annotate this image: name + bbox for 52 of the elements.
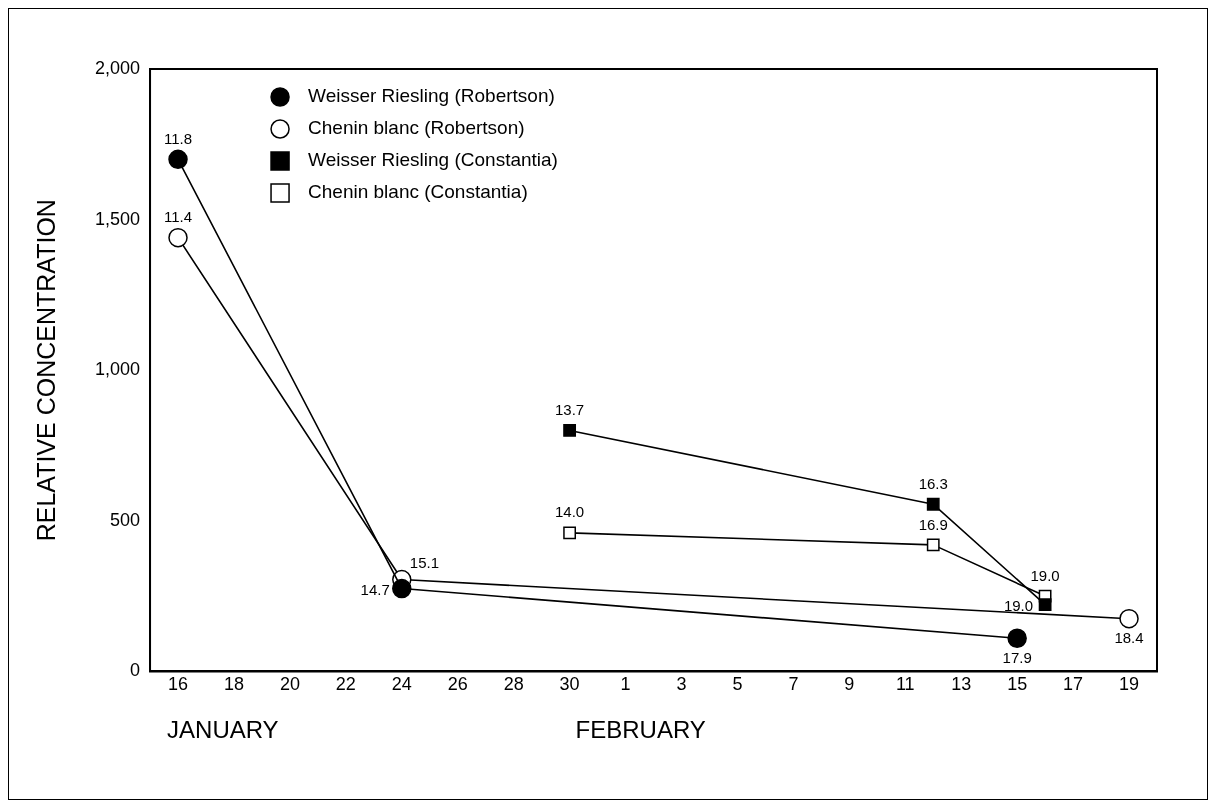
x-tick-label: 3 <box>676 674 687 695</box>
x-tick-label: 1 <box>620 674 631 695</box>
point <box>926 497 940 511</box>
annotation: 13.7 <box>555 401 585 419</box>
legend-label: Weisser Riesling (Robertson) <box>308 85 555 107</box>
point <box>392 578 412 599</box>
x-tick-label: 7 <box>788 674 799 695</box>
x-tick-label: 19 <box>1119 674 1140 695</box>
point <box>563 424 577 437</box>
annotation: 16.3 <box>918 474 948 492</box>
point <box>1038 598 1052 611</box>
y-tick-label: 1,000 <box>95 359 141 380</box>
text: JANUARY <box>167 716 279 744</box>
annotation: 15.1 <box>409 554 439 572</box>
text: FEBRUARY <box>575 716 706 744</box>
y-tick-label: 2,000 <box>95 57 141 78</box>
annotation: 14.7 <box>360 580 390 598</box>
x-tick-label: 28 <box>503 674 524 695</box>
x-tick-label: 11 <box>895 674 915 695</box>
annotation: 18.4 <box>1114 629 1144 647</box>
x-tick-label: 26 <box>447 674 468 695</box>
legend-label: Chenin blanc (Constantia) <box>308 181 528 203</box>
point <box>1007 628 1027 649</box>
legend-label: Weisser Riesling (Constantia) <box>308 149 558 171</box>
x-tick-label: 20 <box>279 674 300 695</box>
x-tick-label: 22 <box>335 674 356 695</box>
annotation: 16.9 <box>918 515 948 533</box>
x-tick-label: 9 <box>844 674 855 695</box>
point <box>168 227 188 248</box>
annotation: 11.8 <box>163 130 193 147</box>
y-tick-label: 1,500 <box>95 208 141 229</box>
x-tick-label: 18 <box>223 674 244 695</box>
point <box>168 149 188 170</box>
x-tick-label: 30 <box>559 674 580 695</box>
annotation: 14.0 <box>555 503 585 521</box>
annotation: 17.9 <box>1002 648 1032 666</box>
y-axis-title: RELATIVE CONCENTRATION <box>31 199 60 542</box>
x-tick-label: 16 <box>168 674 189 695</box>
x-tick-label: 24 <box>391 674 412 695</box>
legend-label: Chenin blanc (Robertson) <box>308 117 525 139</box>
point <box>563 526 577 540</box>
x-tick-label: 5 <box>732 674 743 695</box>
point <box>1119 608 1139 629</box>
annotation: 19.0 <box>1030 566 1060 584</box>
y-tick-label: 0 <box>130 660 141 681</box>
x-tick-label: 13 <box>951 674 972 695</box>
x-tick-label: 15 <box>1007 674 1028 695</box>
annotation: 19.0 <box>1003 596 1034 614</box>
point <box>926 538 940 552</box>
y-tick-label: 500 <box>110 509 141 530</box>
annotation: 11.4 <box>163 208 193 226</box>
x-tick-label: 17 <box>1063 674 1084 695</box>
